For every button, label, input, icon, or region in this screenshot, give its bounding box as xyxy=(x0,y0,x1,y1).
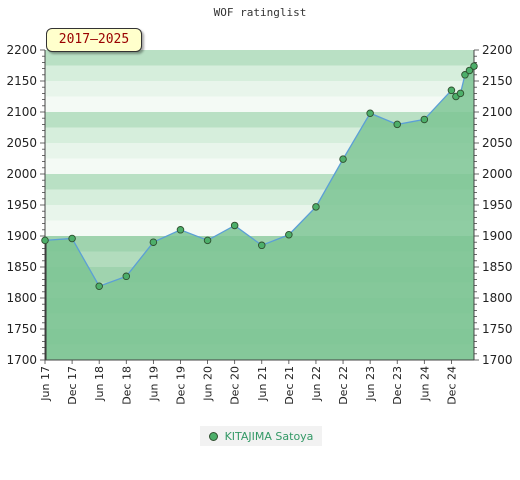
x-tick-label: Dec 19 xyxy=(174,366,187,405)
y-tick-label-right: 2150 xyxy=(482,74,513,88)
period-badge: 2017–2025 xyxy=(46,28,142,52)
data-point xyxy=(339,155,347,163)
data-point xyxy=(203,236,212,245)
data-point xyxy=(176,226,185,234)
x-tick-label: Jun 18 xyxy=(93,366,106,402)
y-tick-label-left: 2050 xyxy=(6,136,37,150)
y-tick-label-right: 1850 xyxy=(482,260,513,274)
data-point xyxy=(465,66,474,75)
y-tick-label-left: 1750 xyxy=(6,322,37,336)
x-tick-label: Dec 20 xyxy=(229,366,242,405)
data-point xyxy=(312,203,320,211)
data-point xyxy=(447,86,456,95)
data-point xyxy=(456,89,465,98)
x-tick-label: Dec 23 xyxy=(391,366,404,405)
data-point xyxy=(95,282,103,290)
legend-label: KITAJIMA Satoya xyxy=(224,429,314,443)
y-tick-label-right: 1800 xyxy=(482,291,513,305)
x-tick-label: Dec 24 xyxy=(445,366,458,405)
x-tick-label: Jun 17 xyxy=(39,366,52,402)
x-tick-label: Dec 17 xyxy=(66,366,79,405)
data-point xyxy=(230,221,239,230)
y-tick-label-left: 1800 xyxy=(6,291,37,305)
y-tick-label-left: 1850 xyxy=(6,260,37,274)
y-tick-label-right: 2000 xyxy=(482,167,513,181)
x-tick-label: Jun 24 xyxy=(418,366,431,402)
x-tick-label: Jun 22 xyxy=(310,366,323,402)
background-band xyxy=(45,96,474,113)
background-band xyxy=(45,50,474,66)
data-point xyxy=(461,71,469,79)
y-tick-label-right: 1950 xyxy=(482,198,513,212)
data-point xyxy=(366,109,374,117)
y-tick-label-left: 2000 xyxy=(6,167,37,181)
data-point xyxy=(122,272,131,281)
y-tick-label-right: 2100 xyxy=(482,105,513,119)
y-tick-label-left: 1700 xyxy=(6,353,37,367)
data-point xyxy=(68,234,76,243)
y-tick-label-left: 1950 xyxy=(6,198,37,212)
series-area xyxy=(45,66,474,361)
x-tick-label: Jun 20 xyxy=(202,366,215,402)
data-point xyxy=(470,62,478,70)
y-tick-label-left: 2150 xyxy=(6,74,37,88)
background-band xyxy=(45,81,474,97)
y-tick-label-right: 1750 xyxy=(482,322,513,336)
chart-title: WOF ratinglist xyxy=(213,6,307,19)
legend: KITAJIMA Satoya xyxy=(200,426,322,446)
data-point xyxy=(285,231,293,239)
x-tick-label: Dec 21 xyxy=(283,366,296,405)
x-tick-label: Jun 21 xyxy=(256,366,269,402)
y-tick-label-right: 1700 xyxy=(482,353,513,367)
y-tick-label-left: 2200 xyxy=(6,43,37,57)
x-tick-label: Jun 19 xyxy=(147,366,160,402)
data-point xyxy=(149,238,158,246)
y-tick-label-left: 1900 xyxy=(6,229,37,243)
data-point xyxy=(393,120,401,129)
x-tick-label: Jun 23 xyxy=(364,366,377,402)
data-point xyxy=(41,236,49,245)
y-tick-label-right: 1900 xyxy=(482,229,513,243)
data-point xyxy=(420,115,429,124)
x-tick-label: Dec 18 xyxy=(120,366,133,405)
background-band xyxy=(45,65,474,82)
legend-marker-icon xyxy=(208,431,218,441)
y-tick-label-right: 2050 xyxy=(482,136,513,150)
data-point xyxy=(258,241,266,250)
y-tick-label-left: 2100 xyxy=(6,105,37,119)
y-tick-label-right: 2200 xyxy=(482,43,513,57)
x-tick-label: Dec 22 xyxy=(337,366,350,405)
